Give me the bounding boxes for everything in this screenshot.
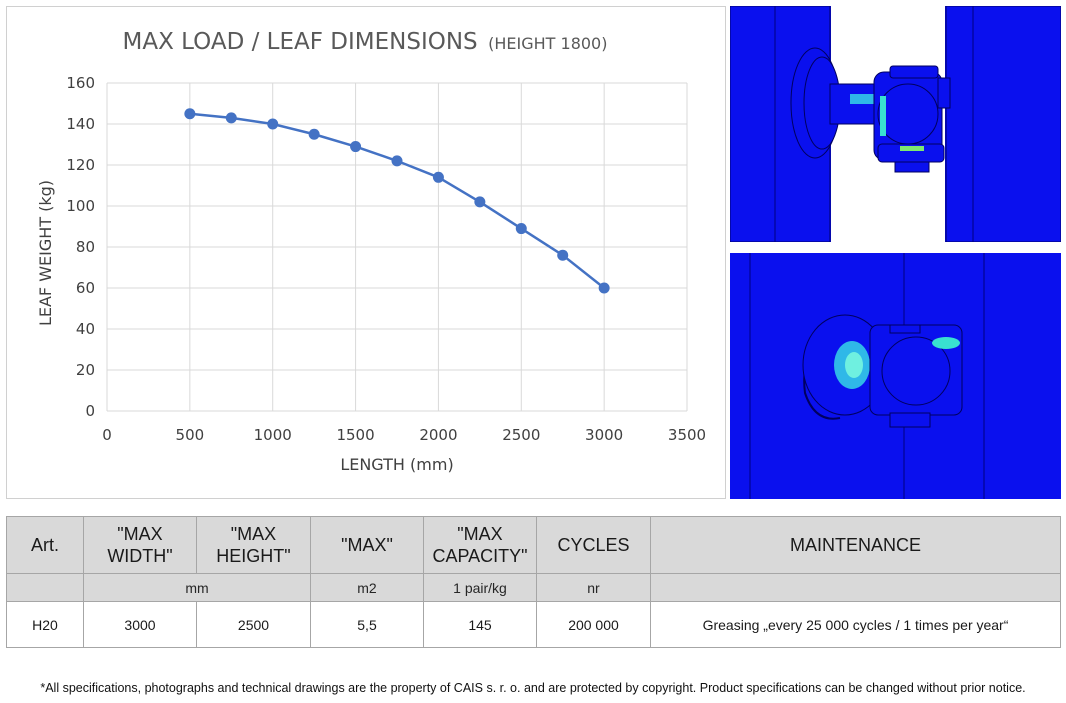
chart-panel: MAX LOAD / LEAF DIMENSIONS (HEIGHT 1800)… bbox=[6, 6, 726, 499]
header-max: "MAX" bbox=[310, 516, 424, 574]
fea-simulation-image-bottom bbox=[730, 253, 1061, 499]
fea-simulation-image-top bbox=[730, 6, 1061, 242]
table-units-row: mm m2 1 pair/kg nr bbox=[6, 573, 1061, 602]
header-cycles: CYCLES bbox=[536, 516, 651, 574]
cell-capacity: 145 bbox=[423, 601, 537, 648]
x-tick-label: 0 bbox=[102, 426, 112, 444]
hinge-stress-view-image bbox=[749, 253, 985, 499]
x-tick-label: 2000 bbox=[419, 426, 457, 444]
data-point bbox=[598, 282, 610, 294]
y-tick-label: 160 bbox=[66, 74, 95, 92]
y-tick-label: 100 bbox=[66, 197, 95, 215]
cell-art: H20 bbox=[6, 601, 84, 648]
y-tick-label: 140 bbox=[66, 115, 95, 133]
unit-capacity: 1 pair/kg bbox=[423, 573, 537, 602]
cell-maintenance: Greasing „every 25 000 cycles / 1 times … bbox=[650, 601, 1061, 648]
data-point bbox=[557, 249, 569, 261]
table-row: H20 3000 2500 5,5 145 200 000 Greasing „… bbox=[6, 601, 1061, 648]
gridlines bbox=[106, 82, 688, 412]
x-tick-label: 500 bbox=[176, 426, 205, 444]
y-tick-label: 40 bbox=[76, 320, 95, 338]
series-line bbox=[189, 112, 605, 289]
data-point bbox=[225, 112, 237, 124]
chart-title-sub: (HEIGHT 1800) bbox=[488, 34, 607, 53]
chart-title: MAX LOAD / LEAF DIMENSIONS (HEIGHT 1800) bbox=[123, 29, 608, 55]
data-point bbox=[308, 128, 320, 140]
header-art: Art. bbox=[6, 516, 84, 574]
data-point bbox=[267, 118, 279, 130]
spec-table: Art. "MAX WIDTH" "MAX HEIGHT" "MAX" "MAX CA… bbox=[6, 516, 1061, 648]
x-tick-label: 2500 bbox=[502, 426, 540, 444]
header-max-width: "MAX WIDTH" bbox=[83, 516, 197, 574]
cell-width: 3000 bbox=[83, 601, 197, 648]
footnote: *All specifications, photographs and tec… bbox=[40, 681, 1026, 695]
hinge-side-view-image bbox=[730, 6, 1061, 242]
data-point bbox=[474, 196, 486, 208]
y-tick-label: 0 bbox=[85, 402, 95, 420]
x-tick-label: 1500 bbox=[336, 426, 374, 444]
data-point bbox=[515, 223, 527, 235]
table-header-row: Art. "MAX WIDTH" "MAX HEIGHT" "MAX" "MAX CA… bbox=[6, 516, 1061, 574]
unit-cycles: nr bbox=[536, 573, 651, 602]
y-tick-label: 60 bbox=[76, 279, 95, 297]
cell-area: 5,5 bbox=[310, 601, 424, 648]
series-layer bbox=[184, 108, 610, 294]
y-axis-title: LEAF WEIGHT (kg) bbox=[36, 180, 55, 326]
header-max-capacity: "MAX CAPACITY" bbox=[423, 516, 537, 574]
header-maintenance: MAINTENANCE bbox=[650, 516, 1061, 574]
unit-maintenance bbox=[650, 573, 1061, 602]
chart-title-main: MAX LOAD / LEAF DIMENSIONS bbox=[123, 29, 478, 55]
data-point bbox=[184, 108, 196, 120]
load-chart: MAX LOAD / LEAF DIMENSIONS (HEIGHT 1800)… bbox=[36, 29, 706, 474]
y-tick-label: 80 bbox=[76, 238, 95, 256]
data-point bbox=[350, 141, 362, 153]
cell-cycles: 200 000 bbox=[536, 601, 651, 648]
data-point bbox=[391, 155, 403, 167]
tick-labels: 0 20 40 60 80 100 120 140 160 0 500 1000 1500 2000 250… bbox=[66, 74, 706, 444]
cell-height: 2500 bbox=[196, 601, 311, 648]
unit-dimensions: mm bbox=[83, 573, 311, 602]
x-tick-label: 1000 bbox=[254, 426, 292, 444]
data-point bbox=[432, 171, 444, 183]
header-max-height: "MAX HEIGHT" bbox=[196, 516, 311, 574]
unit-art bbox=[6, 573, 84, 602]
x-axis-title: LENGTH (mm) bbox=[340, 455, 453, 474]
x-tick-label: 3500 bbox=[668, 426, 706, 444]
x-tick-label: 3000 bbox=[585, 426, 623, 444]
unit-area: m2 bbox=[310, 573, 424, 602]
y-tick-label: 120 bbox=[66, 156, 95, 174]
y-tick-label: 20 bbox=[76, 361, 95, 379]
